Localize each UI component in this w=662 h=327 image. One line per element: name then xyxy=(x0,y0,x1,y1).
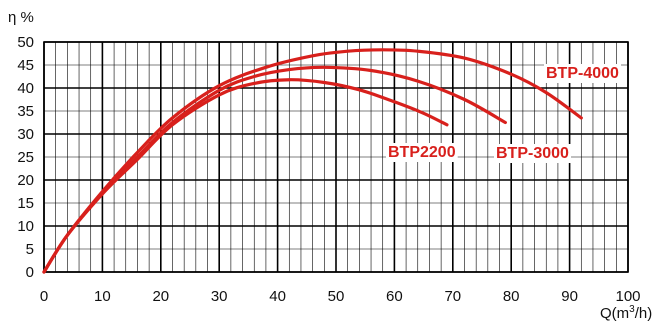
tick-labels: 0 10 20 30 40 50 60 70 80 90 100 0 5 10 15 20 25 30 35 40 45… xyxy=(17,34,640,305)
series-lines xyxy=(42,48,583,274)
y-tick-label: 15 xyxy=(17,195,34,212)
series-label-background xyxy=(494,144,572,163)
series-line-btp2200 xyxy=(42,78,449,274)
x-tick-label: 20 xyxy=(152,288,169,305)
series-label-btp-4000: BTP-4000 xyxy=(546,65,619,82)
y-tick-label: 20 xyxy=(17,172,34,189)
y-tick-label: 30 xyxy=(17,126,34,143)
series-line-btp-3000 xyxy=(42,65,507,274)
x-tick-label: 70 xyxy=(444,288,461,305)
y-tick-label: 10 xyxy=(17,218,34,235)
y-tick-label: 5 xyxy=(26,241,34,258)
x-tick-label: 100 xyxy=(615,288,640,305)
x-tick-label: 10 xyxy=(94,288,111,305)
plot-frame xyxy=(43,41,629,273)
series-label-background xyxy=(386,143,458,162)
series-label-background xyxy=(544,64,622,83)
series-label-btp-3000: BTP-3000 xyxy=(496,145,569,162)
series-labels: BTP2200 BTP-3000 BTP-4000 xyxy=(386,64,622,163)
y-tick-label: 35 xyxy=(17,103,34,120)
y-tick-label: 50 xyxy=(17,34,34,51)
series-label-btp2200: BTP2200 xyxy=(388,144,456,161)
y-tick-label: 40 xyxy=(17,80,34,97)
series-line-btp-4000 xyxy=(42,48,583,274)
x-tick-label: 30 xyxy=(211,288,228,305)
y-tick-label: 45 xyxy=(17,57,34,74)
x-axis-label: Q(m3/h) xyxy=(600,304,652,322)
y-tick-label: 25 xyxy=(17,149,34,166)
y-tick-label: 0 xyxy=(26,264,34,281)
y-axis-label: η % xyxy=(8,9,34,26)
x-tick-label: 60 xyxy=(386,288,403,305)
x-tick-label: 90 xyxy=(561,288,578,305)
x-tick-label: 50 xyxy=(328,288,345,305)
x-tick-label: 40 xyxy=(269,288,286,305)
x-tick-label: 80 xyxy=(503,288,520,305)
x-tick-label: 0 xyxy=(40,288,48,305)
